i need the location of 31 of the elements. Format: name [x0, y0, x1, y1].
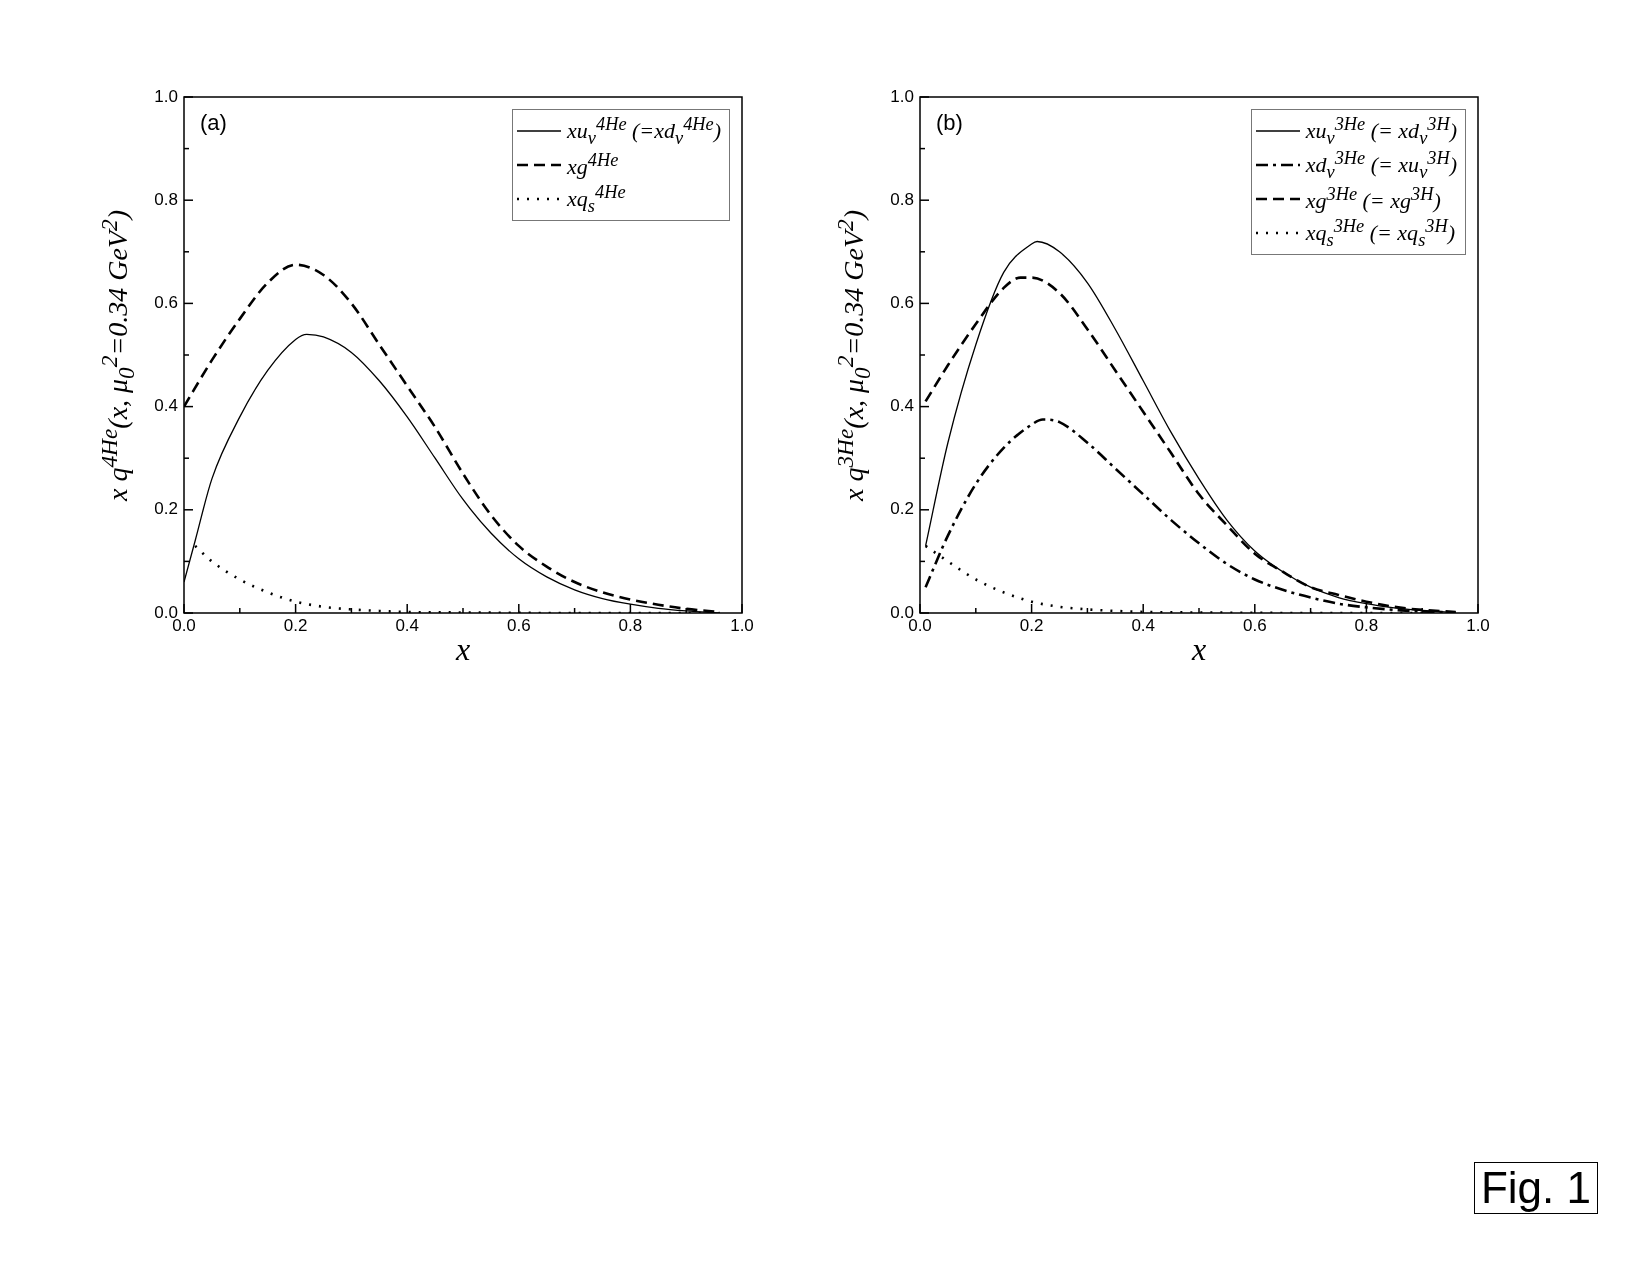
y-tick-label: 0.2 [154, 499, 178, 519]
x-tick-label: 1.0 [730, 615, 754, 635]
x-tick-label: 0.8 [618, 615, 643, 635]
annotation: (b) [936, 110, 963, 136]
y-tick-label: 1.0 [154, 86, 178, 106]
legend-label: xu$_{v}$$^{3He}$ (= xd$_{v}$$^{3H}$) [1305, 113, 1457, 149]
y-tick-label: 0.4 [154, 396, 178, 416]
x-tick-label: 0.2 [283, 615, 308, 635]
legend-label: xg$^{4He}$ [567, 149, 619, 181]
x-tick-label: 0.6 [1242, 615, 1267, 635]
y-tick-label: 0.8 [890, 189, 914, 209]
y-tick-label: 0.4 [890, 396, 914, 416]
y-tick-label: 0.8 [154, 189, 178, 209]
y-tick-label: 0.2 [890, 499, 914, 519]
legend-label: xd$_{v}$$^{3He}$ (= xu$_{v}$$^{3H}$) [1305, 147, 1457, 183]
x-tick-label: 0.4 [395, 615, 420, 635]
y-tick-label: 1.0 [890, 86, 914, 106]
x-tick-label: 1.0 [1466, 615, 1490, 635]
y-tick-label: 0.6 [890, 293, 914, 313]
caption: Fig. 1 [1473, 1162, 1598, 1214]
x-axis-title: x [454, 631, 471, 668]
x-tick-label: 0.4 [1131, 615, 1156, 635]
x-tick-label: 0.6 [506, 615, 531, 635]
y-tick-label: 0.6 [154, 293, 178, 313]
x-tick-label: 0.8 [1354, 615, 1379, 635]
x-tick-label: 0.2 [1019, 615, 1044, 635]
x-axis-title: x [1190, 631, 1207, 668]
annotation: (a) [200, 110, 227, 136]
legend-label: xq$_{s}$$^{3He}$ (= xq$_{s}$$^{3H}$) [1305, 215, 1455, 251]
legend-label: xg$^{3He}$ (= xg$^{3H}$) [1305, 183, 1441, 215]
legend-label: xu$_{v}$$^{4He}$ (=xd$_{v}$$^{4He}$) [567, 113, 721, 149]
